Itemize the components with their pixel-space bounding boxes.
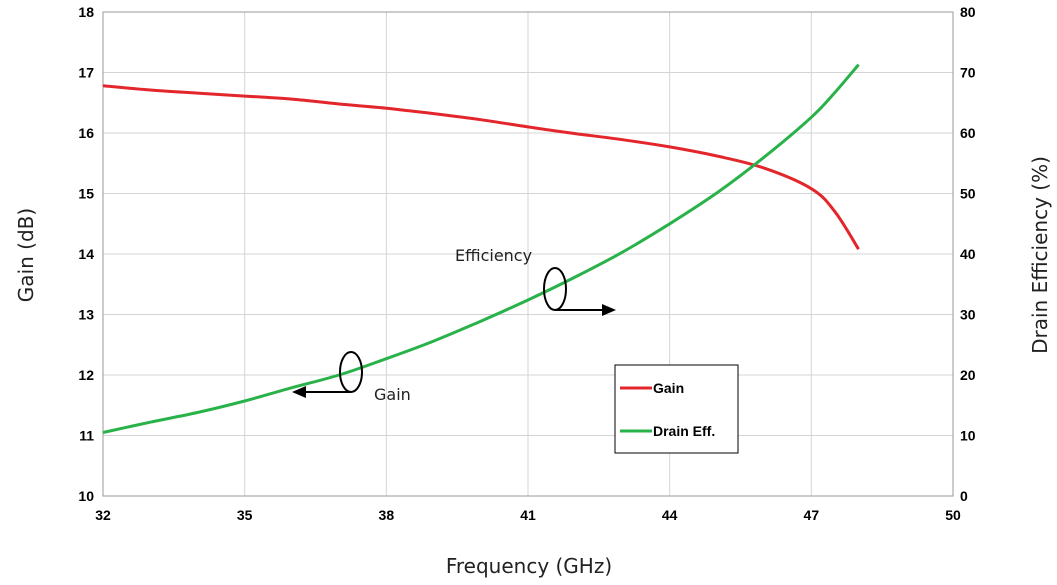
- left-y-tick-label: 17: [78, 65, 94, 81]
- right-y-tick-label: 30: [960, 307, 976, 323]
- left-y-tick-label: 16: [78, 125, 94, 141]
- x-tick-label: 41: [520, 507, 536, 523]
- left-y-tick-label: 12: [78, 367, 94, 383]
- left-y-tick-label: 18: [78, 4, 94, 20]
- right-y-tick-label: 60: [960, 125, 976, 141]
- right-y-tick-label: 20: [960, 367, 976, 383]
- drain-eff-line: [102, 63, 860, 434]
- gain-line: [102, 84, 860, 251]
- left-y-tick-label: 13: [78, 307, 94, 323]
- x-axis-title: Frequency (GHz): [446, 554, 612, 578]
- x-tick-label: 35: [237, 507, 253, 523]
- legend: Gain Drain Eff.: [614, 364, 739, 454]
- left-axis-title: Gain (dB): [14, 208, 38, 302]
- grid: [102, 11, 954, 497]
- gain-arrowhead-icon: [292, 386, 306, 398]
- x-tick-label: 38: [379, 507, 395, 523]
- efficiency-annotation-ellipse: [543, 267, 567, 311]
- left-y-tick-label: 14: [78, 246, 94, 262]
- efficiency-annotation: Efficiency: [455, 246, 616, 316]
- left-y-tick-label: 11: [79, 428, 94, 444]
- right-y-tick-label: 0: [960, 488, 968, 504]
- legend-box: [614, 364, 739, 454]
- x-tick-label: 47: [804, 507, 820, 523]
- left-y-tick-label: 15: [78, 186, 94, 202]
- right-y-tick-label: 10: [960, 428, 976, 444]
- right-axis-title: Drain Efficiency (%): [1028, 156, 1052, 354]
- legend-drain-eff-label: Drain Eff.: [653, 423, 715, 439]
- gain-annotation-label: Gain: [374, 385, 411, 404]
- x-tick-label: 32: [95, 507, 111, 523]
- x-tick-label: 50: [945, 507, 961, 523]
- x-tick-label: 44: [662, 507, 678, 523]
- efficiency-arrowhead-icon: [602, 304, 616, 316]
- series: [102, 63, 860, 434]
- gain-annotation: Gain: [292, 351, 411, 404]
- efficiency-annotation-label: Efficiency: [455, 246, 532, 265]
- right-y-tick-label: 80: [960, 4, 976, 20]
- right-y-tick-label: 50: [960, 186, 976, 202]
- legend-gain-label: Gain: [653, 380, 684, 396]
- left-y-tick-label: 10: [78, 488, 94, 504]
- ticks: 32 35 38 41 44 47 50 10 11 12 13 14 15 16 17 18 0 10 20 30 4…: [78, 4, 975, 523]
- right-y-tick-label: 40: [960, 246, 976, 262]
- right-y-tick-label: 70: [960, 65, 976, 81]
- plot-frame: [102, 11, 954, 497]
